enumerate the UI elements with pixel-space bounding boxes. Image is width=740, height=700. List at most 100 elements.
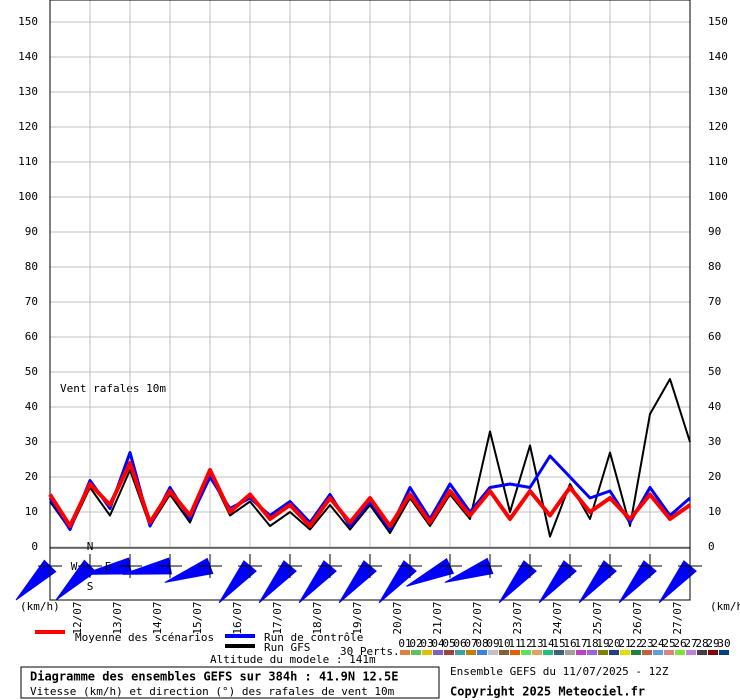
y2-tick-label: 120: [708, 120, 728, 133]
perturbation-swatch: [433, 650, 443, 655]
y-tick-label: 80: [25, 260, 38, 273]
perturbation-swatch: [488, 650, 498, 655]
date-label: 23/07: [511, 601, 524, 634]
date-label: 20/07: [391, 601, 404, 634]
date-label: 24/07: [551, 601, 564, 634]
y-tick-label: 50: [25, 365, 38, 378]
perturbation-swatch: [686, 650, 696, 655]
date-label: 13/07: [111, 601, 124, 634]
y2-tick-label: 60: [708, 330, 721, 343]
unit-right: (km/h): [710, 600, 740, 613]
perturbation-label: 29: [706, 637, 719, 650]
perturbation-label: 14: [541, 637, 555, 650]
perturbation-swatch: [664, 650, 674, 655]
perturbation-swatch: [521, 650, 531, 655]
perturbation-swatch: [466, 650, 476, 655]
perturbation-swatch: [609, 650, 619, 655]
perturbation-label: 12: [519, 637, 532, 650]
y-tick-label: 70: [25, 295, 38, 308]
perturbation-swatch: [697, 650, 707, 655]
perturbation-swatch: [477, 650, 487, 655]
y2-tick-label: 110: [708, 155, 728, 168]
footer-title: Diagramme des ensembles GEFS sur 384h : …: [30, 670, 398, 684]
y2-tick-label: 90: [708, 225, 721, 238]
legend-label: Moyenne des scénarios: [75, 631, 214, 644]
y-tick-label: 130: [18, 85, 38, 98]
y-tick-label: 100: [18, 190, 38, 203]
altitude: Altitude du modele : 141m: [210, 653, 376, 666]
y-tick-label: 150: [18, 15, 38, 28]
perturbation-swatch: [400, 650, 410, 655]
y-tick-label: 20: [25, 470, 38, 483]
perturbation-swatch: [499, 650, 509, 655]
perturbation-label: 21: [618, 637, 631, 650]
legend-label: Run GFS: [264, 641, 310, 654]
perturbation-label: 23: [640, 637, 653, 650]
perturbation-label: 11: [508, 637, 521, 650]
perturbation-label: 30: [717, 637, 730, 650]
perturbation-label: 03: [420, 637, 433, 650]
perturbation-label: 18: [585, 637, 598, 650]
perturbation-swatch: [444, 650, 454, 655]
perturbation-swatch: [653, 650, 663, 655]
perturbation-swatch: [411, 650, 421, 655]
perturbation-swatch: [631, 650, 641, 655]
date-label: 15/07: [191, 601, 204, 634]
perturbation-label: 16: [563, 637, 576, 650]
y2-tick-label: 30: [708, 435, 721, 448]
unit-left: (km/h): [20, 600, 60, 613]
perturbation-label: 27: [684, 637, 697, 650]
annotation: Vent rafales 10m: [60, 382, 166, 395]
perturbation-label: 07: [464, 637, 477, 650]
perturbation-label: 09: [486, 637, 499, 650]
perturbation-swatch: [532, 650, 542, 655]
run-info: Ensemble GEFS du 11/07/2025 - 12Z: [450, 665, 669, 678]
date-label: 19/07: [351, 601, 364, 634]
y2-tick-label: 0: [708, 540, 715, 553]
perturbation-swatch: [543, 650, 553, 655]
y2-tick-label: 40: [708, 400, 721, 413]
date-label: 27/07: [671, 601, 684, 634]
y-tick-label: 110: [18, 155, 38, 168]
perturbation-label: 28: [695, 637, 708, 650]
y2-tick-label: 10: [708, 505, 721, 518]
perturbation-label: 25: [662, 637, 675, 650]
perturbation-swatch: [719, 650, 729, 655]
date-label: 14/07: [151, 601, 164, 634]
perturbation-label: 05: [442, 637, 455, 650]
perturbation-swatch: [455, 650, 465, 655]
footer-box: [20, 666, 440, 699]
compass-label: W: [71, 560, 78, 573]
y2-tick-label: 100: [708, 190, 728, 203]
perturbation-swatch: [510, 650, 520, 655]
y-tick-label: 120: [18, 120, 38, 133]
perturbation-label: 13: [530, 637, 543, 650]
perturbation-swatch: [708, 650, 718, 655]
perturbation-label: 02: [409, 637, 422, 650]
perturbation-label: 26: [673, 637, 686, 650]
perturbation-label: 10: [497, 637, 510, 650]
date-label: 25/07: [591, 601, 604, 634]
y-tick-label: 140: [18, 50, 38, 63]
perturbation-label: 06: [453, 637, 466, 650]
perturbation-label: 01: [398, 637, 411, 650]
y2-tick-label: 140: [708, 50, 728, 63]
perturbation-swatch: [576, 650, 586, 655]
perturbation-swatch: [642, 650, 652, 655]
legend-label: Run de contrôle: [264, 631, 363, 644]
perturbations-label: 30 Perts.: [340, 645, 400, 658]
y2-tick-label: 20: [708, 470, 721, 483]
compass-label: S: [87, 580, 94, 593]
y2-tick-label: 130: [708, 85, 728, 98]
compass-label: N: [87, 540, 94, 553]
perturbation-label: 20: [607, 637, 620, 650]
perturbation-label: 08: [475, 637, 488, 650]
y-tick-label: 30: [25, 435, 38, 448]
date-label: 16/07: [231, 601, 244, 634]
y2-tick-label: 70: [708, 295, 721, 308]
perturbation-swatch: [565, 650, 575, 655]
copyright: Copyright 2025 Meteociel.fr: [450, 685, 645, 699]
date-label: 22/07: [471, 601, 484, 634]
date-label: 18/07: [311, 601, 324, 634]
compass-label: E: [105, 560, 112, 573]
